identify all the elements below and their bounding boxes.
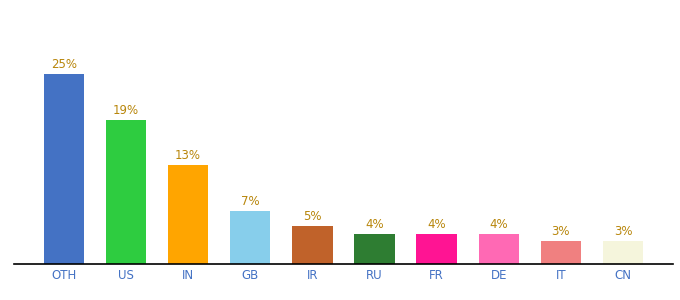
Text: 13%: 13% xyxy=(175,149,201,162)
Text: 3%: 3% xyxy=(614,225,632,238)
Bar xyxy=(44,74,84,264)
Text: 4%: 4% xyxy=(490,218,508,231)
Bar xyxy=(541,241,581,264)
Text: 4%: 4% xyxy=(427,218,446,231)
Text: 5%: 5% xyxy=(303,210,322,223)
Bar xyxy=(416,234,457,264)
Bar xyxy=(105,120,146,264)
Bar xyxy=(230,211,271,264)
Bar xyxy=(354,234,394,264)
Text: 25%: 25% xyxy=(51,58,77,71)
Bar xyxy=(168,165,208,264)
Text: 19%: 19% xyxy=(113,103,139,117)
Bar xyxy=(603,241,643,264)
Text: 7%: 7% xyxy=(241,195,260,208)
Text: 3%: 3% xyxy=(551,225,570,238)
Bar xyxy=(479,234,519,264)
Bar xyxy=(292,226,333,264)
Text: 4%: 4% xyxy=(365,218,384,231)
